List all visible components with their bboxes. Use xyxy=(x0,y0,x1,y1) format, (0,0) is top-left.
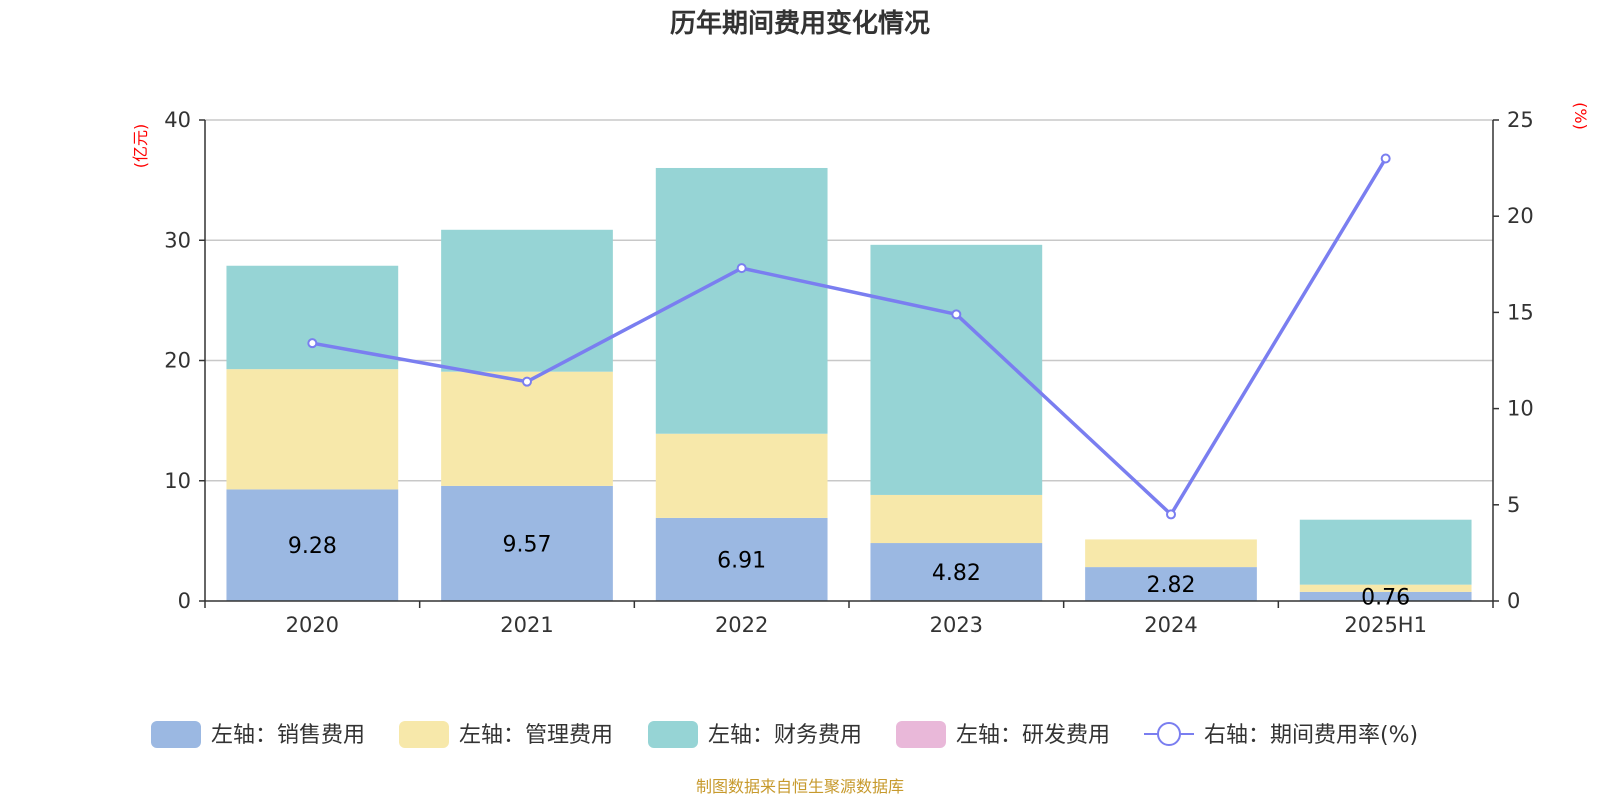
legend[interactable]: 左轴：销售费用 左轴：管理费用 左轴：财务费用 左轴：研发费用 右轴：期间费用率(%) xyxy=(151,721,1418,748)
right-tick-label: 0 xyxy=(1507,589,1520,613)
x-tick-label: 2022 xyxy=(715,613,768,637)
rate-point xyxy=(1380,153,1391,164)
legend-marker xyxy=(1157,722,1181,746)
x-tick-label: 2025H1 xyxy=(1344,613,1427,637)
bar-value-label: 2.82 xyxy=(1147,573,1196,598)
source-note: 制图数据来自恒生聚源数据库 xyxy=(696,777,904,796)
right-tick-label: 25 xyxy=(1507,108,1534,132)
axes: 0 10 20 30 40 0 5 10 15 20 25 2020 2021 2022 2023 2024 2… xyxy=(164,108,1533,637)
left-axis-unit: (亿元) xyxy=(131,124,150,169)
legend-swatch xyxy=(896,721,946,748)
x-tick-label: 2020 xyxy=(286,613,339,637)
rate-line xyxy=(307,153,1391,520)
x-tick-label: 2024 xyxy=(1144,613,1197,637)
legend-label: 左轴：研发费用 xyxy=(956,723,1110,748)
bar-segment xyxy=(655,167,828,434)
bar-segment xyxy=(870,494,1043,544)
bar-segment xyxy=(441,371,613,486)
x-tick-label: 2021 xyxy=(500,613,553,637)
bar-value-label: 0.76 xyxy=(1361,585,1410,610)
bar-segment xyxy=(1299,591,1472,601)
data-labels: 9.28 9.57 6.91 4.82 2.82 0.76 xyxy=(288,532,1410,610)
left-tick-label: 10 xyxy=(164,469,191,493)
right-tick-label: 10 xyxy=(1507,397,1534,421)
bar-value-label: 9.57 xyxy=(503,532,552,557)
bar-segment xyxy=(441,485,613,601)
gridlines xyxy=(205,119,1493,482)
legend-label: 右轴：期间费用率(%) xyxy=(1204,723,1418,748)
bar-segment xyxy=(226,489,399,601)
left-tick-label: 0 xyxy=(178,589,191,613)
bar-segment xyxy=(1085,539,1257,568)
bar-segment xyxy=(441,229,613,372)
rate-line-path xyxy=(312,157,1388,517)
right-tick-label: 5 xyxy=(1507,493,1520,517)
bar-segment xyxy=(870,543,1043,601)
rate-point xyxy=(307,338,318,349)
legend-swatch xyxy=(151,721,201,748)
right-tick-label: 15 xyxy=(1507,300,1534,324)
bar-value-label: 9.28 xyxy=(288,534,337,559)
rate-point xyxy=(1166,509,1176,520)
bar-value-label: 6.91 xyxy=(717,548,766,573)
rate-point xyxy=(736,263,747,274)
bar-segment xyxy=(1299,519,1472,585)
legend-swatch xyxy=(399,721,449,748)
left-tick-label: 30 xyxy=(164,228,191,252)
rate-point xyxy=(951,309,962,320)
legend-label: 左轴：销售费用 xyxy=(211,723,365,748)
bars xyxy=(226,167,1472,601)
bar-segment xyxy=(1085,567,1257,601)
bar-segment xyxy=(226,369,399,490)
right-tick-label: 20 xyxy=(1507,204,1534,228)
legend-label: 左轴：管理费用 xyxy=(459,723,613,748)
right-axis-unit: (%) xyxy=(1571,102,1590,130)
chart-title: 历年期间费用变化情况 xyxy=(670,8,930,39)
left-tick-label: 20 xyxy=(164,349,191,373)
bar-segment xyxy=(655,517,828,601)
bar-segment xyxy=(655,433,828,518)
rate-point xyxy=(522,376,532,387)
bar-value-label: 4.82 xyxy=(932,561,981,586)
bar-segment xyxy=(1299,584,1472,592)
left-tick-label: 40 xyxy=(164,108,191,132)
legend-label: 左轴：财务费用 xyxy=(708,723,862,748)
x-tick-label: 2023 xyxy=(930,613,983,637)
legend-swatch xyxy=(648,721,698,748)
